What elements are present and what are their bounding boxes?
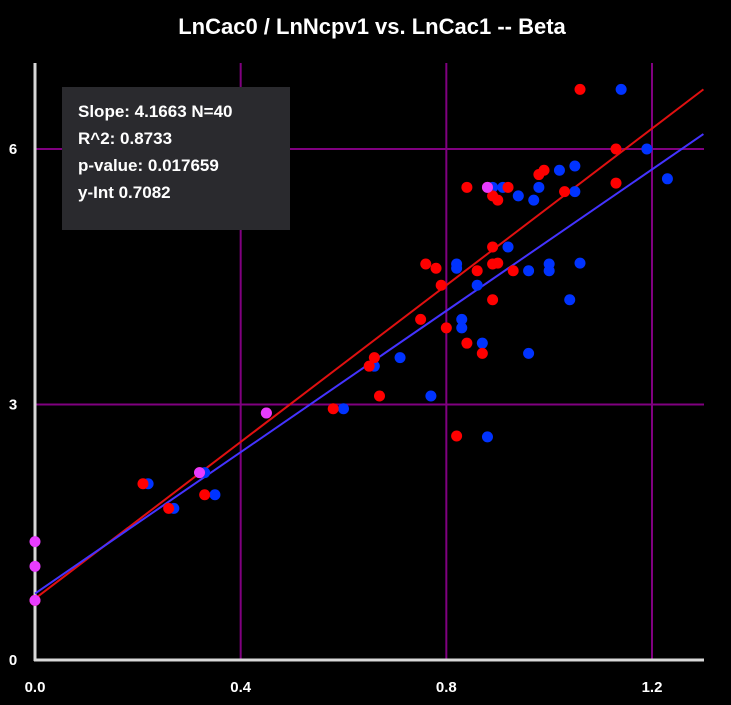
- red-data-point: [137, 478, 149, 490]
- tick-labels: 0.0 0.4 0.8 1.2 0 3 6: [9, 141, 663, 696]
- data-points: [29, 83, 673, 606]
- red-data-point: [368, 352, 380, 364]
- stat-y-intercept: y-Int 0.7082: [78, 183, 171, 202]
- y-tick-label: 6: [9, 141, 17, 158]
- red-data-point: [199, 489, 211, 501]
- red-data-point: [507, 265, 519, 277]
- blue-data-point: [451, 262, 463, 274]
- red-data-point: [327, 403, 339, 415]
- blue-data-point: [476, 337, 488, 349]
- blue-data-point: [564, 294, 576, 306]
- blue-data-point: [512, 190, 524, 202]
- red-data-point: [502, 181, 514, 193]
- y-tick-label: 0: [9, 652, 17, 669]
- red-data-point: [163, 502, 175, 514]
- overlap-data-point: [29, 560, 41, 572]
- overlap-data-point: [260, 407, 272, 419]
- red-data-point: [574, 83, 586, 95]
- blue-data-point: [661, 173, 673, 185]
- blue-data-point: [456, 322, 468, 334]
- blue-data-point: [471, 279, 483, 291]
- red-data-point: [363, 360, 375, 372]
- blue-data-point: [523, 265, 535, 277]
- red-data-point: [451, 430, 463, 442]
- blue-data-point: [338, 403, 349, 415]
- red-data-point: [415, 313, 427, 325]
- x-tick-label: 0.8: [436, 679, 457, 696]
- blue-data-point: [523, 347, 535, 359]
- overlap-data-point: [481, 181, 493, 193]
- blue-data-point: [543, 258, 555, 270]
- blue-data-point: [641, 143, 653, 155]
- red-data-point: [373, 390, 385, 402]
- blue-data-point: [574, 257, 586, 269]
- y-tick-label: 3: [9, 397, 17, 414]
- red-data-point: [476, 347, 488, 359]
- red-data-point: [610, 177, 622, 189]
- red-data-point: [471, 265, 483, 277]
- stat-slope: Slope: 4.1663 N=40: [78, 102, 233, 121]
- red-data-point: [538, 164, 550, 176]
- red-data-point: [559, 186, 571, 198]
- blue-data-point: [615, 83, 627, 95]
- red-data-point: [492, 257, 504, 269]
- red-data-point: [440, 322, 452, 334]
- blue-data-point: [209, 489, 221, 501]
- stat-r-squared: R^2: 0.8733: [78, 129, 172, 148]
- stat-p-value: p-value: 0.017659: [78, 156, 219, 175]
- blue-data-point: [394, 352, 406, 364]
- overlap-data-point: [194, 467, 206, 479]
- red-data-point: [492, 194, 504, 206]
- stats-box-background: [62, 87, 290, 230]
- x-tick-label: 1.2: [642, 679, 663, 696]
- x-tick-label: 0.4: [230, 679, 252, 696]
- blue-data-point: [569, 160, 581, 172]
- red-data-point: [487, 294, 499, 306]
- overlap-data-point: [29, 594, 41, 606]
- blue-data-point: [553, 164, 565, 176]
- chart-title: LnCac0 / LnNcpv1 vs. LnCac1 -- Beta: [178, 14, 566, 39]
- stats-box: Slope: 4.1663 N=40 R^2: 0.8733 p-value: …: [62, 87, 290, 230]
- red-data-point: [487, 241, 499, 253]
- red-data-point: [610, 143, 622, 155]
- blue-data-point: [569, 186, 581, 198]
- blue-data-point: [456, 313, 468, 325]
- blue-data-point: [425, 390, 437, 402]
- red-data-point: [420, 258, 432, 270]
- red-data-point: [461, 337, 473, 349]
- red-regression-line: [34, 88, 705, 600]
- overlap-data-point: [29, 536, 41, 548]
- blue-data-point: [481, 431, 493, 443]
- red-data-point: [430, 262, 442, 274]
- blue-data-point: [502, 241, 514, 253]
- x-tick-label: 0.0: [25, 679, 46, 696]
- red-data-point: [435, 279, 447, 291]
- blue-data-point: [533, 181, 545, 193]
- blue-data-point: [528, 194, 540, 206]
- red-data-point: [461, 181, 473, 193]
